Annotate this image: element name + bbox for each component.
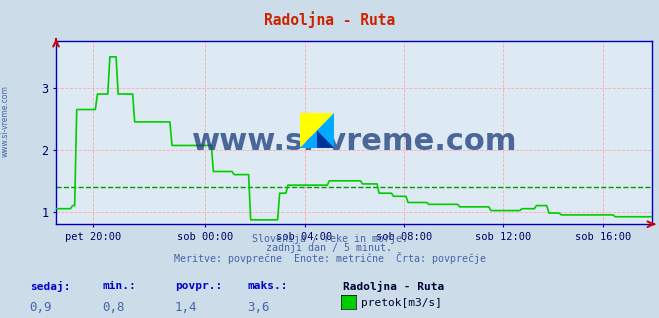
Text: zadnji dan / 5 minut.: zadnji dan / 5 minut. [266,243,393,252]
Text: povpr.:: povpr.: [175,281,222,291]
Text: Meritve: povprečne  Enote: metrične  Črta: povprečje: Meritve: povprečne Enote: metrične Črta:… [173,252,486,264]
Text: www.si-vreme.com: www.si-vreme.com [1,85,10,157]
Text: 3,6: 3,6 [247,301,270,314]
Text: pretok[m3/s]: pretok[m3/s] [361,298,442,308]
Text: maks.:: maks.: [247,281,287,291]
Text: 0,9: 0,9 [30,301,52,314]
Polygon shape [300,113,334,148]
Text: Slovenija / reke in morje.: Slovenija / reke in morje. [252,234,407,244]
Text: www.si-vreme.com: www.si-vreme.com [192,128,517,156]
Polygon shape [317,130,334,148]
Text: 0,8: 0,8 [102,301,125,314]
Text: Radoljna - Ruta: Radoljna - Ruta [264,11,395,28]
Text: min.:: min.: [102,281,136,291]
Polygon shape [300,113,334,148]
Text: Radoljna - Ruta: Radoljna - Ruta [343,281,444,293]
Text: sedaj:: sedaj: [30,281,70,293]
Text: 1,4: 1,4 [175,301,197,314]
